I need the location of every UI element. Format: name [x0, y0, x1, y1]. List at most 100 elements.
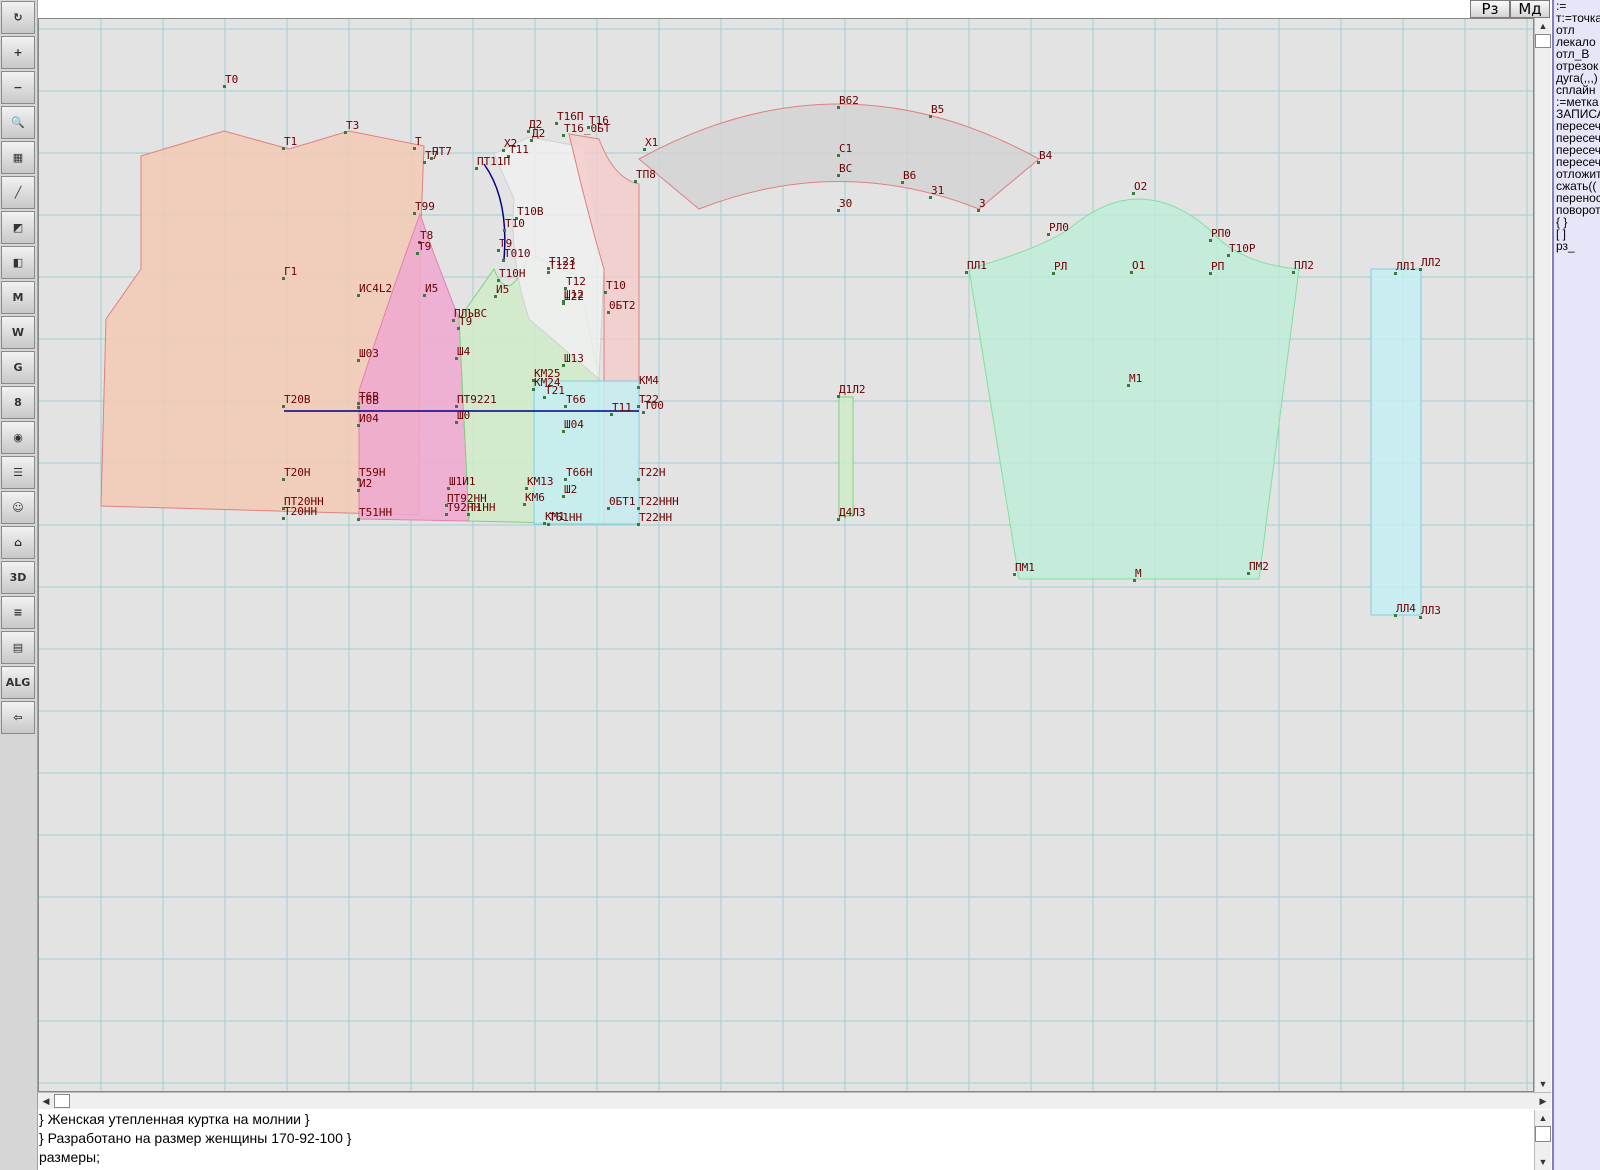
size-button[interactable]: Рз	[1470, 0, 1510, 18]
scroll-left-arrow-icon[interactable]: ◀	[42, 1096, 50, 1106]
map-icon[interactable]: ◩	[1, 211, 35, 244]
command-item[interactable]: { }	[1556, 215, 1568, 229]
point-marker	[547, 523, 550, 526]
zoom-in-icon[interactable]: +	[1, 36, 35, 69]
command-item[interactable]: отрезок	[1556, 59, 1599, 73]
point-label: В5	[931, 103, 944, 116]
point-label: ПЛЪВС	[454, 307, 487, 320]
point-label: ВС	[839, 162, 852, 175]
script-console[interactable]: } Женская утепленная куртка на молнии } …	[38, 1110, 1534, 1170]
point-label: Т1	[284, 135, 297, 148]
point-marker	[527, 130, 530, 133]
point-marker	[1209, 239, 1212, 242]
command-item[interactable]: пересеч	[1556, 131, 1600, 145]
woman-avatar-icon[interactable]: ☺	[1, 491, 35, 524]
command-item[interactable]: перенос	[1556, 191, 1600, 205]
point-label: Ш03	[359, 347, 379, 360]
point-label: Т0	[225, 73, 238, 86]
point-marker	[497, 279, 500, 282]
zoom-out-icon[interactable]: −	[1, 71, 35, 104]
exit-icon[interactable]: ⇦	[1, 701, 35, 734]
console-scroll-thumb[interactable]	[1535, 1126, 1551, 1142]
point-label: КМ1	[545, 510, 565, 523]
point-marker	[637, 386, 640, 389]
point-marker	[564, 405, 567, 408]
scroll-down-arrow-icon[interactable]: ▼	[1538, 1079, 1548, 1089]
command-item[interactable]: отл_В	[1556, 47, 1590, 61]
collar-white-piece	[493, 136, 605, 381]
zoom-pattern-icon[interactable]: 🔍	[1, 106, 35, 139]
command-item[interactable]: поворот	[1556, 203, 1600, 217]
command-item[interactable]: сплайн	[1556, 83, 1596, 97]
strip-small-piece	[838, 396, 854, 517]
ruler-icon[interactable]: 8	[1, 386, 35, 419]
point-marker	[1127, 384, 1130, 387]
curve-g-icon[interactable]: G	[1, 351, 35, 384]
command-item[interactable]: сжать((	[1556, 179, 1597, 193]
point-marker	[564, 478, 567, 481]
command-item[interactable]: ЗАПИСА	[1556, 107, 1600, 121]
vertical-scrollbar[interactable]: ▲ ▼	[1534, 18, 1551, 1092]
measure-m-icon[interactable]: M	[1, 281, 35, 314]
drawing-canvas[interactable]: Т0 Т1 Т3 Т ПТ7 Т7 Т99 Т8 Т9 Г1 ИС4L2 И5 ПЛЪВС Т9 Ш03 Ш4…	[38, 18, 1534, 1092]
line-tool-icon[interactable]: ╱	[1, 176, 35, 209]
point-label: Т11	[509, 143, 529, 156]
jacket-icon[interactable]: ⌂	[1, 526, 35, 559]
model-button[interactable]: Мд	[1510, 0, 1550, 18]
point-marker	[1292, 271, 1295, 274]
point-label: ЛЛ1	[1396, 260, 1416, 273]
point-label: И04	[359, 412, 379, 425]
3d-view-icon[interactable]: 3D	[1, 561, 35, 594]
point-marker	[357, 424, 360, 427]
command-item[interactable]: рз_	[1556, 239, 1575, 253]
pattern-icon[interactable]: ◧	[1, 246, 35, 279]
point-label: Т92НН	[447, 501, 480, 514]
grid-icon[interactable]: ▦	[1, 141, 35, 174]
command-item[interactable]: отложит	[1556, 167, 1600, 181]
point-label: Т	[415, 135, 422, 148]
algorithm-icon[interactable]: ALG	[1, 666, 35, 699]
command-item[interactable]: :=	[1556, 0, 1567, 13]
point-label: Т10Р	[1229, 242, 1256, 255]
camera-icon[interactable]: ◉	[1, 421, 35, 454]
point-label: ПТ20НН	[284, 495, 324, 508]
table-icon[interactable]: ☰	[1, 456, 35, 489]
command-item[interactable]: пересеч	[1556, 119, 1600, 133]
scroll-up-arrow-icon[interactable]: ▲	[1538, 21, 1548, 31]
document-list-icon[interactable]: ≡	[1, 596, 35, 629]
point-marker	[1052, 272, 1055, 275]
compass-icon[interactable]: W	[1, 316, 35, 349]
point-label: Д2	[529, 118, 542, 131]
command-item[interactable]: пересеч	[1556, 143, 1600, 157]
point-marker	[475, 167, 478, 170]
point-marker	[564, 287, 567, 290]
horizontal-scroll-thumb[interactable]	[54, 1094, 70, 1108]
point-marker	[455, 357, 458, 360]
point-marker	[837, 106, 840, 109]
point-label: ЛЛ3	[1421, 604, 1441, 617]
point-label: КМ24	[534, 376, 561, 389]
point-marker	[1419, 268, 1422, 271]
point-label: Х1	[645, 136, 658, 149]
point-label: Т16П	[557, 110, 584, 123]
point-marker	[643, 148, 646, 151]
scroll-right-arrow-icon[interactable]: ▶	[1539, 1096, 1547, 1106]
command-item[interactable]: т:=точка	[1556, 11, 1600, 25]
command-item[interactable]: отл	[1556, 23, 1575, 37]
command-item[interactable]: :=метка	[1556, 95, 1599, 109]
refresh-icon[interactable]: ↻	[1, 1, 35, 34]
books-icon[interactable]: ▤	[1, 631, 35, 664]
console-scroll-down-icon[interactable]: ▼	[1538, 1157, 1548, 1167]
vertical-scroll-thumb[interactable]	[1535, 34, 1551, 48]
command-item[interactable]: дуга(,,,)	[1556, 71, 1598, 85]
point-marker	[452, 319, 455, 322]
console-scroll-up-icon[interactable]: ▲	[1538, 1113, 1548, 1123]
point-label: М1	[1129, 372, 1142, 385]
command-item[interactable]: [ ]	[1556, 227, 1567, 241]
horizontal-scrollbar[interactable]: ◀ ▶	[38, 1092, 1551, 1109]
point-label: Т6В	[359, 394, 379, 407]
console-scrollbar[interactable]: ▲ ▼	[1534, 1110, 1551, 1170]
command-item[interactable]: лекало	[1556, 35, 1596, 49]
command-item[interactable]: пересеч	[1556, 155, 1600, 169]
